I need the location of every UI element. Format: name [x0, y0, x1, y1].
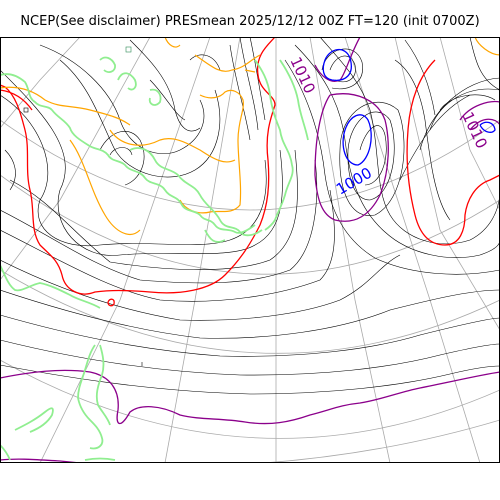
meridian — [0, 37, 151, 281]
meridian — [164, 37, 241, 463]
coastline-west — [148, 88, 162, 106]
parallel — [0, 269, 500, 354]
parallel — [0, 174, 500, 275]
station-marker — [23, 107, 29, 113]
coastline-mid — [204, 229, 226, 243]
map-title: NCEP(See disclaimer) PRESmean 2025/12/12… — [20, 14, 480, 29]
isobar-1020 — [0, 37, 500, 307]
meridian — [39, 37, 211, 463]
coastline-mid — [129, 147, 263, 237]
pressure-map: 1010 1000 1010 — [0, 37, 500, 463]
isobar-1010 — [0, 37, 500, 463]
meridian — [0, 37, 81, 129]
coastline-mountain — [254, 59, 294, 231]
coastline-gulf — [0, 444, 11, 461]
parallel — [0, 359, 500, 439]
coastline-west — [99, 56, 116, 73]
meridian — [394, 37, 500, 331]
coastline-southwest — [0, 264, 101, 309]
coastline-west — [117, 72, 137, 91]
coastline-gulf — [14, 407, 54, 433]
meridian — [309, 37, 391, 463]
isobars — [0, 37, 500, 395]
coastline-florida — [95, 344, 111, 426]
parallel — [0, 119, 500, 211]
meridian — [344, 37, 481, 463]
parallel — [60, 419, 500, 463]
coastline-mountain — [279, 59, 309, 141]
isobar-1030 — [0, 37, 500, 235]
coastline-florida — [77, 344, 104, 450]
coastlines — [0, 56, 309, 461]
isobar-1000 — [322, 48, 496, 166]
coastline-caribbean — [84, 457, 116, 461]
map-markers — [23, 46, 143, 366]
station-marker — [125, 46, 132, 53]
meridian — [439, 37, 500, 211]
graticule — [0, 37, 500, 463]
coastline-north — [0, 73, 256, 234]
